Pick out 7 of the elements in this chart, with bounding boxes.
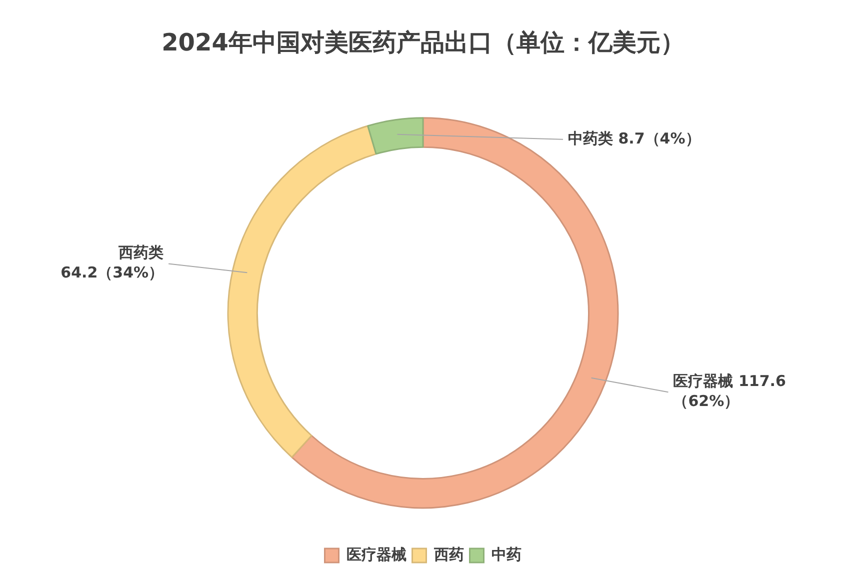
legend-label: 医疗器械 <box>346 545 406 564</box>
data-label: 医疗器械 117.6 （62%） <box>673 372 786 410</box>
data-label: 中药类 8.7（4%） <box>568 129 700 148</box>
legend-label: 西药 <box>432 545 464 564</box>
legend-label: 中药 <box>491 545 522 564</box>
chart-title: 2024年中国对美医药产品出口（单位：亿美元） <box>162 28 684 57</box>
data-label: 西药类 64.2（34%） <box>60 244 164 282</box>
